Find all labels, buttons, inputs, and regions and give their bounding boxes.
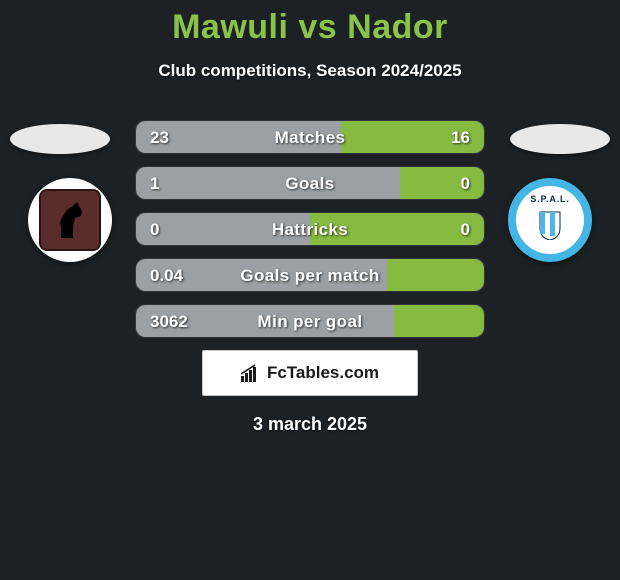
club-logo-right-text: S.P.A.L.	[516, 194, 584, 204]
brand-badge[interactable]: FcTables.com	[202, 350, 418, 396]
page-title: Mawuli vs Nador	[0, 8, 620, 47]
shield-icon	[538, 210, 562, 240]
comparison-card: Mawuli vs Nador Club competitions, Seaso…	[0, 0, 620, 580]
stat-row-hattricks: 0 Hattricks 0	[135, 212, 485, 246]
stat-label: Goals	[136, 167, 484, 200]
club-logo-right-ring: S.P.A.L.	[508, 178, 592, 262]
club-logo-left-inner	[39, 189, 101, 251]
subtitle: Club competitions, Season 2024/2025	[0, 61, 620, 81]
stat-label: Min per goal	[136, 305, 484, 338]
club-logo-right: S.P.A.L.	[500, 178, 600, 262]
club-logo-left-ring	[28, 178, 112, 262]
stat-row-goals-per-match: 0.04 Goals per match	[135, 258, 485, 292]
stat-value-right: 0	[461, 213, 470, 246]
stat-label: Matches	[136, 121, 484, 154]
stats-column: 23 Matches 16 1 Goals 0 0 Hattricks 0 0.…	[135, 120, 485, 435]
country-badge-right	[510, 124, 610, 154]
club-logo-left	[20, 178, 120, 262]
match-date: 3 march 2025	[135, 414, 485, 435]
bar-chart-icon	[241, 364, 263, 382]
country-badge-left	[10, 124, 110, 154]
brand-text: FcTables.com	[267, 363, 379, 383]
stat-row-min-per-goal: 3062 Min per goal	[135, 304, 485, 338]
stat-row-goals: 1 Goals 0	[135, 166, 485, 200]
stat-row-matches: 23 Matches 16	[135, 120, 485, 154]
stat-label: Goals per match	[136, 259, 484, 292]
stat-value-right: 16	[451, 121, 470, 154]
horse-icon	[53, 200, 87, 240]
stat-label: Hattricks	[136, 213, 484, 246]
stat-value-right: 0	[461, 167, 470, 200]
